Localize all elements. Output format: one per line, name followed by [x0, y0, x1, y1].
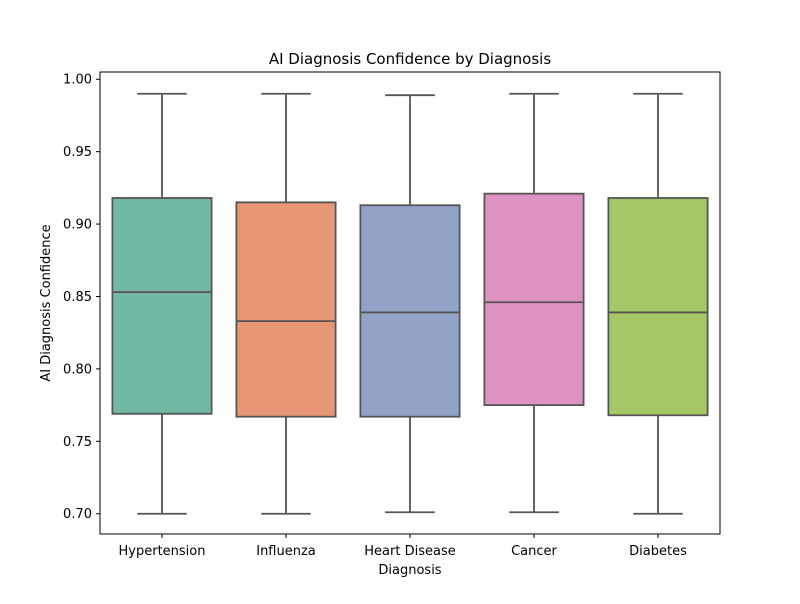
y-tick-label: 0.75	[63, 435, 92, 450]
y-tick-label: 0.85	[63, 290, 92, 305]
x-tick-label: Cancer	[511, 544, 557, 559]
box-heart-disease	[359, 204, 461, 418]
x-axis-label: Diagnosis	[378, 563, 441, 578]
box-influenza	[235, 201, 337, 418]
x-tick-label: Diabetes	[629, 544, 687, 559]
chart-title: AI Diagnosis Confidence by Diagnosis	[269, 50, 552, 68]
box-diabetes	[607, 197, 709, 417]
y-tick-label: 1.00	[63, 73, 92, 88]
x-tick-label: Heart Disease	[364, 544, 455, 559]
y-tick-label: 0.95	[63, 145, 92, 160]
plot-frame	[99, 71, 721, 535]
box-cancer	[483, 192, 585, 407]
x-tick-label: Hypertension	[119, 544, 206, 559]
box-hypertension	[111, 197, 213, 415]
y-tick-label: 0.90	[63, 218, 92, 233]
y-tick-label: 0.80	[63, 362, 92, 377]
y-tick-label: 0.70	[63, 507, 92, 522]
plot-area: 0.70 0.75 0.80 0.85 0.90 0.95 1.00 Hypertension…	[63, 73, 709, 559]
x-tick-label: Influenza	[256, 544, 316, 559]
y-axis-label: AI Diagnosis Confidence	[39, 224, 54, 381]
